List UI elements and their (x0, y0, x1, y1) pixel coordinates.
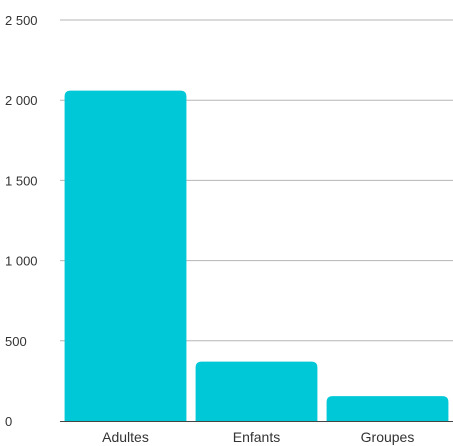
y-tick-label: 1 500 (5, 173, 38, 188)
bar-enfants (195, 361, 318, 421)
x-category-label: Groupes (361, 429, 415, 445)
bar-groupes (326, 396, 449, 421)
x-category-label: Enfants (233, 429, 280, 445)
x-axis-category-labels: Adultes Enfants Groupes (102, 429, 414, 445)
y-tick-label: 0 (5, 414, 12, 429)
bars (64, 90, 449, 422)
y-tick-label: 2 500 (5, 13, 38, 28)
y-axis-tick-labels: 0 500 1 000 1 500 2 000 2 500 (5, 13, 38, 429)
y-tick-label: 500 (5, 334, 27, 349)
x-category-label: Adultes (102, 429, 149, 445)
y-tick-label: 1 000 (5, 254, 38, 269)
y-tick-label: 2 000 (5, 93, 38, 108)
bar-adultes (64, 90, 187, 422)
